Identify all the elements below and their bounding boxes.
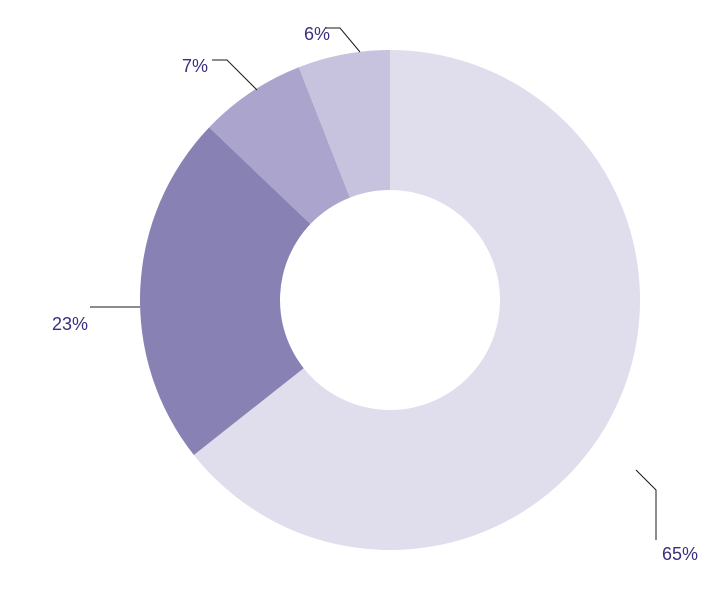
leader-line-0 xyxy=(636,470,656,540)
leader-line-3 xyxy=(326,28,360,52)
slice-label-0: 65% xyxy=(662,544,698,564)
leader-line-2 xyxy=(212,60,257,90)
slice-label-2: 7% xyxy=(182,56,208,76)
slice-label-3: 6% xyxy=(304,24,330,44)
donut-chart: 65% 23% 7% 6% xyxy=(0,0,720,597)
slice-label-1: 23% xyxy=(52,314,88,334)
